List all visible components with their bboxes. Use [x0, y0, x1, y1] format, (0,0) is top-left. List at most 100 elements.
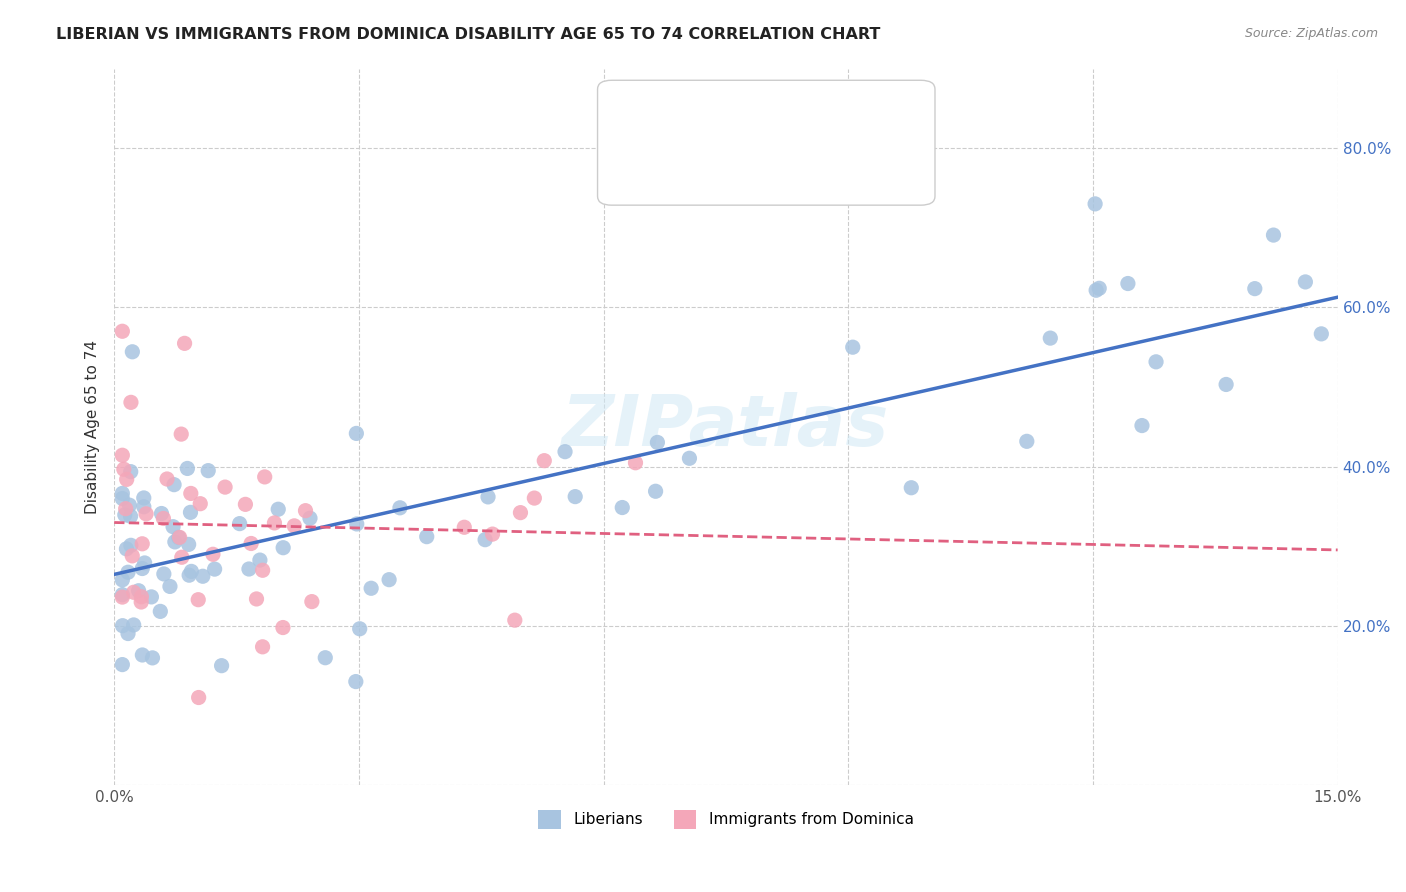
Point [647, 435, 669, 450]
Point [132, 500, 155, 514]
Point [612, 500, 634, 515]
Point [156, 472, 179, 486]
Point [131, 648, 153, 662]
Point [360, 581, 382, 595]
Point [842, 340, 865, 354]
Point [150, 507, 173, 521]
Point [346, 516, 368, 531]
Point [1263, 228, 1285, 243]
Point [122, 585, 145, 599]
Point [228, 516, 250, 531]
Point [187, 690, 209, 705]
Point [163, 535, 186, 549]
Point [111, 573, 134, 587]
Point [114, 501, 136, 516]
Point [1243, 282, 1265, 296]
Point [253, 470, 276, 484]
Text: N = 79: N = 79 [817, 114, 879, 132]
Point [159, 579, 181, 593]
Point [170, 427, 193, 442]
Point [120, 465, 142, 479]
Point [153, 566, 176, 581]
Point [131, 590, 153, 604]
Point [271, 621, 294, 635]
Point [1215, 377, 1237, 392]
Point [112, 462, 135, 476]
Point [117, 626, 139, 640]
Point [180, 565, 202, 579]
Point [111, 486, 134, 500]
Point [120, 538, 142, 552]
Point [114, 508, 136, 522]
Point [298, 511, 321, 525]
Point [1084, 197, 1107, 211]
Point [344, 426, 367, 441]
Text: -0.008: -0.008 [744, 156, 803, 174]
Point [162, 519, 184, 533]
Point [474, 533, 496, 547]
Point [121, 344, 143, 359]
Point [135, 507, 157, 521]
Bar [631, 107, 665, 138]
Point [176, 461, 198, 475]
Point [378, 573, 401, 587]
Point [235, 497, 257, 511]
Point [509, 506, 531, 520]
Point [167, 531, 190, 545]
Point [191, 569, 214, 583]
Legend: Liberians, Immigrants from Dominica: Liberians, Immigrants from Dominica [531, 804, 920, 835]
Point [128, 583, 150, 598]
Point [117, 566, 139, 580]
Point [1085, 283, 1108, 297]
Point [1015, 434, 1038, 449]
Point [240, 536, 263, 550]
Point [252, 640, 274, 654]
Point [388, 500, 411, 515]
Point [344, 674, 367, 689]
Point [900, 481, 922, 495]
Point [134, 556, 156, 570]
Point [1144, 355, 1167, 369]
Point [503, 613, 526, 627]
Point [121, 549, 143, 563]
Point [132, 491, 155, 505]
Point [177, 537, 200, 551]
Point [314, 650, 336, 665]
Text: LIBERIAN VS IMMIGRANTS FROM DOMINICA DISABILITY AGE 65 TO 74 CORRELATION CHART: LIBERIAN VS IMMIGRANTS FROM DOMINICA DIS… [56, 27, 880, 42]
Point [111, 491, 134, 506]
Point [453, 520, 475, 534]
Bar [631, 149, 665, 180]
Point [252, 563, 274, 577]
Point [131, 561, 153, 575]
Text: 0.398: 0.398 [744, 114, 796, 132]
Point [141, 590, 163, 604]
Point [533, 453, 555, 467]
Point [141, 651, 163, 665]
Y-axis label: Disability Age 65 to 74: Disability Age 65 to 74 [86, 340, 100, 514]
Point [1294, 275, 1316, 289]
Point [301, 594, 323, 608]
Point [120, 395, 142, 409]
Point [188, 497, 211, 511]
Point [267, 502, 290, 516]
Point [111, 657, 134, 672]
Point [152, 511, 174, 525]
Point [564, 490, 586, 504]
Point [294, 503, 316, 517]
Point [263, 516, 285, 530]
Point [179, 505, 201, 519]
Point [245, 591, 267, 606]
Point [111, 324, 134, 338]
Point [644, 484, 666, 499]
Point [120, 509, 142, 524]
Text: N = 43: N = 43 [817, 156, 879, 174]
Point [197, 464, 219, 478]
Point [1130, 418, 1153, 433]
Point [111, 590, 134, 604]
Point [211, 658, 233, 673]
Point [477, 490, 499, 504]
Point [111, 448, 134, 462]
Point [624, 456, 647, 470]
Point [118, 498, 141, 512]
Point [111, 618, 134, 632]
